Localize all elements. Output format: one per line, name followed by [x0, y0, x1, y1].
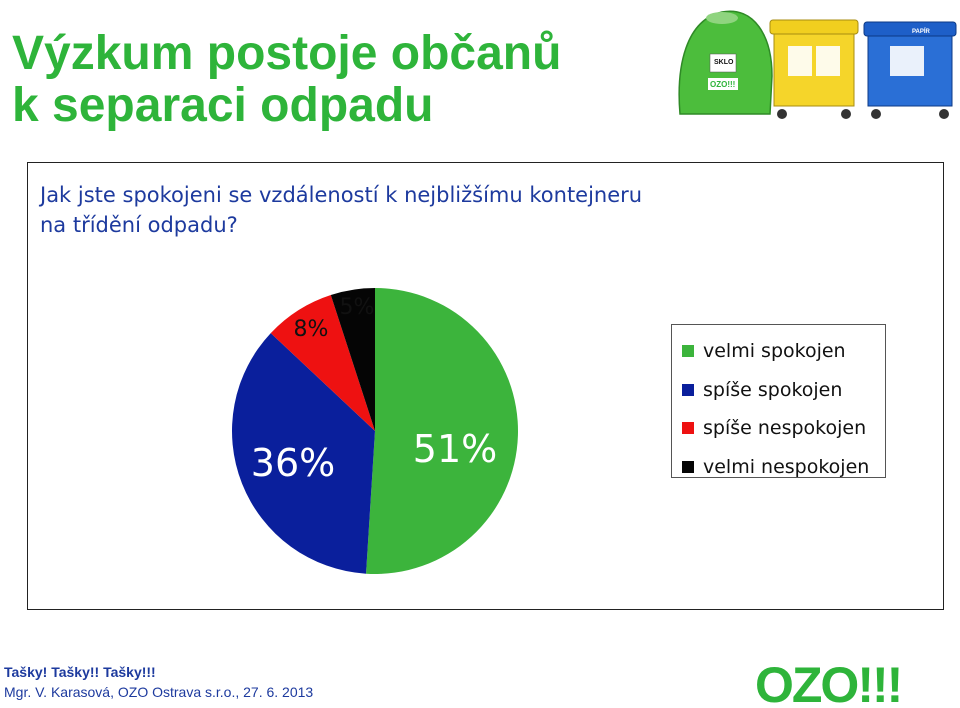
legend-label-1: spíše spokojen	[703, 378, 843, 401]
legend-item-2: spíše nespokojen	[682, 409, 885, 448]
survey-question-line1: Jak jste spokojeni se vzdáleností k nejb…	[40, 183, 643, 207]
legend-item-3: velmi nespokojen	[682, 448, 885, 487]
legend-label-2: spíše nespokojen	[703, 417, 867, 440]
slide-title: Výzkum postoje občanů k separaci odpadu	[12, 28, 561, 132]
legend-swatch-1	[682, 383, 694, 396]
blue-bin-icon: PAPÍR	[863, 21, 957, 119]
pie-chart: 51% 36% 8% 5%	[231, 288, 519, 574]
pie-label-0: 51%	[413, 427, 497, 471]
yellow-bin-icon	[769, 19, 859, 119]
ozo-logo-text: OZO!!!	[755, 660, 901, 706]
legend-label-3: velmi nespokojen	[703, 455, 870, 478]
survey-question: Jak jste spokojeni se vzdáleností k nejb…	[40, 180, 642, 240]
pie-slice-0	[366, 288, 519, 574]
green-bin-icon: SKLO OZO!!!	[678, 10, 773, 115]
slide-title-line1: Výzkum postoje občanů	[12, 27, 562, 80]
pie-slice-3	[330, 288, 375, 431]
survey-question-line2: na třídění odpadu?	[40, 213, 238, 237]
legend-item-0: velmi spokojen	[682, 332, 885, 371]
pie-slice-2	[270, 294, 375, 431]
recycling-bins-image: SKLO OZO!!! PAPÍR	[678, 10, 957, 119]
legend-swatch-3	[682, 460, 694, 473]
pie-label-1: 36%	[251, 441, 335, 485]
pie-label-2: 8%	[294, 317, 329, 342]
slide-title-line2: k separaci odpadu	[12, 79, 434, 132]
chart-legend: velmi spokojen spíše spokojen spíše nespok…	[671, 324, 886, 478]
pie-label-3: 5%	[340, 295, 375, 320]
legend-item-1: spíše spokojen	[682, 371, 885, 410]
legend-swatch-2	[682, 422, 694, 435]
footer-slogan: Tašky! Tašky!! Tašky!!!	[4, 664, 156, 680]
bin-label-ozo: OZO!!!	[710, 80, 735, 89]
bin-label-paper: PAPÍR	[912, 27, 931, 35]
legend-swatch-0	[682, 345, 694, 358]
pie-slice-1	[231, 333, 375, 574]
footer-author: Mgr. V. Karasová, OZO Ostrava s.r.o., 27…	[4, 684, 314, 700]
legend-label-0: velmi spokojen	[703, 340, 846, 363]
ozo-logo: OZO!!!	[755, 660, 903, 706]
bin-label-glass: SKLO	[714, 59, 734, 66]
